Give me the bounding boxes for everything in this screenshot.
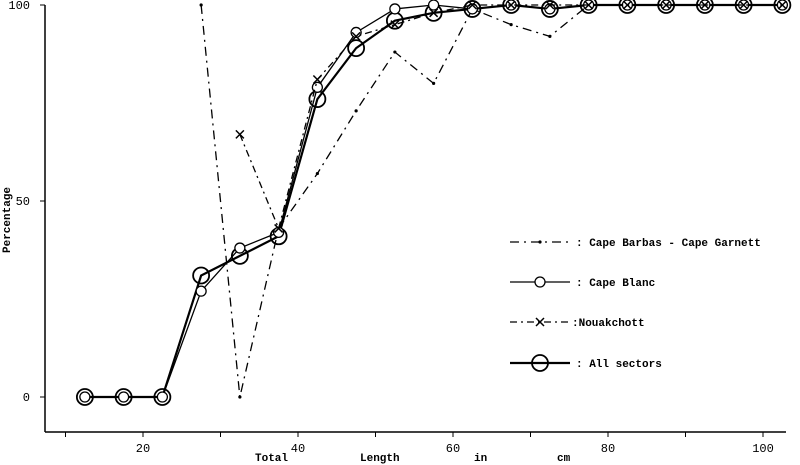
small-circle-marker <box>117 391 130 403</box>
x-marker <box>235 129 245 139</box>
legend-label: :Nouakchott <box>572 318 645 330</box>
axes <box>44 5 786 433</box>
x-marker <box>312 74 322 85</box>
small-circle-marker <box>79 391 91 403</box>
x-axis-label-length: Length <box>360 453 400 465</box>
series-line <box>84 4 783 398</box>
x-marker <box>429 8 439 18</box>
small-circle-marker <box>534 276 546 288</box>
x-axis-label-total: Total <box>255 453 288 465</box>
x-marker <box>622 0 632 10</box>
small-circle-marker <box>466 3 479 15</box>
large-circle-marker <box>531 354 549 372</box>
y-axis-label: Percentage <box>2 187 14 253</box>
x-marker <box>545 0 555 10</box>
series-line <box>84 3 783 399</box>
dot-marker <box>393 50 397 54</box>
dot-marker <box>199 3 203 7</box>
x-marker <box>351 31 361 41</box>
large-circle-marker <box>540 0 559 18</box>
legend-item: : Cape Blanc <box>510 276 655 290</box>
x-marker <box>506 0 516 10</box>
dot-marker <box>548 34 552 38</box>
x-marker <box>274 223 284 233</box>
y-tick-label: 0 <box>23 391 30 405</box>
x-marker <box>700 0 710 10</box>
large-circle-marker <box>463 0 482 18</box>
small-circle-marker <box>234 242 246 254</box>
y-tick-label: 50 <box>16 195 30 209</box>
series-all-sectors <box>75 0 792 406</box>
x-tick-label: 80 <box>601 442 615 456</box>
large-circle-marker <box>347 39 366 58</box>
small-circle-marker <box>350 26 362 39</box>
x-tick-label: 60 <box>446 442 460 456</box>
dot-marker <box>432 81 436 85</box>
dot-marker <box>315 171 319 176</box>
dot-marker <box>238 395 242 399</box>
x-marker <box>584 0 594 10</box>
legend: : Cape Barbas - Cape Garnett : Cape Blanc… <box>510 238 761 372</box>
dot-marker <box>538 240 542 244</box>
x-marker <box>390 20 400 30</box>
small-circle-marker <box>156 391 169 403</box>
small-circle-marker <box>311 81 324 93</box>
series-nouakchott <box>235 0 787 233</box>
legend-item: : Cape Barbas - Cape Garnett <box>510 238 761 250</box>
x-marker <box>535 317 545 327</box>
series-line <box>239 4 783 231</box>
dot-marker <box>509 23 513 27</box>
series-cape-blanc <box>79 0 789 403</box>
x-axis-label-in: in <box>474 453 487 465</box>
legend-item: : All sectors <box>510 354 662 372</box>
x-marker <box>467 0 477 10</box>
x-marker <box>739 0 749 10</box>
x-marker <box>777 0 787 10</box>
x-marker <box>661 0 671 10</box>
x-tick-label: 100 <box>752 442 774 456</box>
y-tick-label: 100 <box>8 0 30 13</box>
legend-label: : All sectors <box>576 359 662 371</box>
small-circle-marker <box>195 285 207 297</box>
legend-label: : Cape Barbas - Cape Garnett <box>576 238 761 250</box>
dot-marker <box>354 109 358 113</box>
small-circle-marker <box>427 0 440 11</box>
legend-item: :Nouakchott <box>510 317 645 330</box>
small-circle-marker <box>389 3 401 15</box>
x-tick-label: 20 <box>136 442 150 456</box>
legend-label: : Cape Blanc <box>576 278 655 290</box>
large-circle-marker <box>192 266 211 285</box>
small-circle-marker <box>544 3 556 15</box>
x-tick-label: 40 <box>291 442 305 456</box>
x-axis-label-cm: cm <box>557 453 571 465</box>
